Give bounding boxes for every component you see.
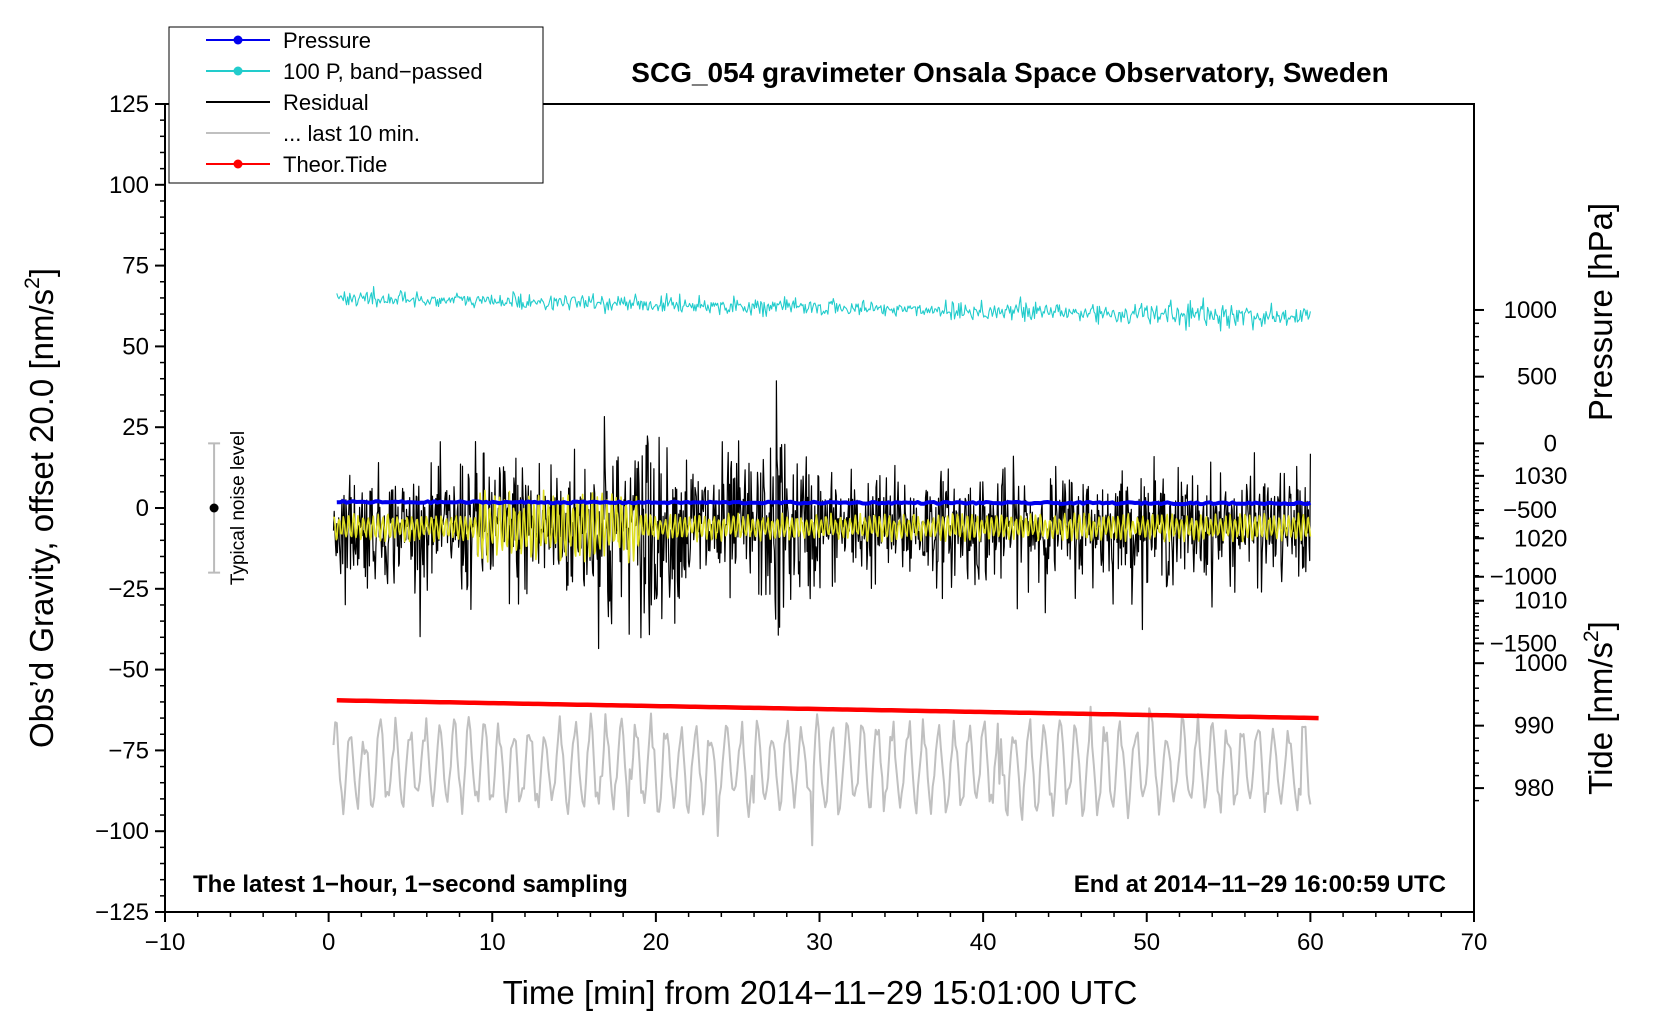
series-residual-filtered	[332, 489, 1312, 564]
y-tick-label: −100	[95, 818, 149, 845]
y-tick-label: 0	[136, 495, 149, 522]
series-layer	[332, 285, 1319, 847]
pressure-tick-label: 1030	[1514, 463, 1567, 490]
y-tick-label: −50	[108, 657, 149, 684]
pressure-tick-label: 1020	[1514, 525, 1567, 552]
pressure-axis-label: Pressure [hPa]	[1582, 203, 1619, 421]
y-tick-label: −25	[108, 576, 149, 603]
pressure-tick-label: 1000	[1514, 650, 1567, 677]
y-tick-label: 75	[122, 253, 149, 280]
noise-bar-center-dot	[209, 503, 219, 513]
legend-box	[168, 26, 544, 184]
x-tick-label: 30	[806, 929, 833, 956]
x-tick-label: 50	[1133, 929, 1160, 956]
pressure-tick-label: 1010	[1514, 588, 1567, 615]
legend-label: ... last 10 min.	[283, 121, 420, 146]
legend-label: 100 P, band−passed	[283, 59, 483, 84]
x-tick-label: 20	[643, 929, 670, 956]
pressure-tick-label: 980	[1514, 775, 1554, 802]
series-pressure	[336, 499, 1312, 507]
x-tick-label: 10	[479, 929, 506, 956]
tide-tick-label: 1000	[1504, 297, 1557, 324]
x-tick-label: 60	[1297, 929, 1324, 956]
x-tick-label: −10	[145, 929, 186, 956]
legend-label: Theor.Tide	[283, 152, 387, 177]
series-band-passed-pressure	[336, 285, 1311, 332]
noise-level-bar	[208, 442, 221, 574]
x-tick-label: 40	[970, 929, 997, 956]
y-tick-label: −75	[108, 737, 149, 764]
legend-marker	[233, 159, 243, 169]
tide-tick-label: −500	[1503, 497, 1557, 524]
y-axis-label: Obs’d Gravity, offset 20.0 [nm/s2]	[21, 268, 60, 748]
legend-marker	[233, 35, 243, 45]
x-tick-label: 70	[1461, 929, 1488, 956]
y-tick-label: 50	[122, 333, 149, 360]
y-tick-label: 25	[122, 414, 149, 441]
series-theoretical-tide	[336, 698, 1319, 721]
tide-axis-label: Tide [nm/s2]	[1580, 621, 1619, 795]
legend-marker	[233, 66, 243, 76]
legend-label: Pressure	[283, 28, 371, 53]
tide-axis: 1000 500 0 −500 −1000 −1500	[1474, 297, 1557, 657]
tide-tick-label: 500	[1517, 364, 1557, 391]
pressure-axis: 1030 1020 1010 1000 990 980	[1474, 450, 1567, 802]
y-tick-label: −125	[95, 899, 149, 926]
x-axis-label: Time [min] from 2014−11−29 15:01:00 UTC	[503, 974, 1138, 1011]
end-time-annotation: End at 2014−11−29 16:00:59 UTC	[1074, 871, 1446, 898]
chart-title: SCG_054 gravimeter Onsala Space Observat…	[631, 57, 1388, 88]
sampling-annotation: The latest 1−hour, 1−second sampling	[193, 871, 628, 898]
y-tick-label: 100	[109, 172, 149, 199]
x-tick-label: 0	[322, 929, 335, 956]
tide-tick-label: −1000	[1490, 564, 1557, 591]
legend: Pressure 100 P, band−passed Residual ... la…	[168, 26, 544, 184]
tide-tick-label: −1500	[1490, 630, 1557, 657]
tide-tick-label: 0	[1544, 430, 1557, 457]
noise-level-label: Typical noise level	[228, 431, 249, 585]
pressure-tick-label: 990	[1514, 713, 1554, 740]
legend-label: Residual	[283, 90, 369, 115]
x-axis: −10 0 10 20 30 40 50 60 70	[145, 912, 1488, 956]
series-last-10-min	[332, 705, 1312, 847]
y-tick-label: 125	[109, 91, 149, 118]
y-axis-left: 125 100 75 50 25 0 −25 −50 −75 −100 −125	[95, 91, 165, 926]
